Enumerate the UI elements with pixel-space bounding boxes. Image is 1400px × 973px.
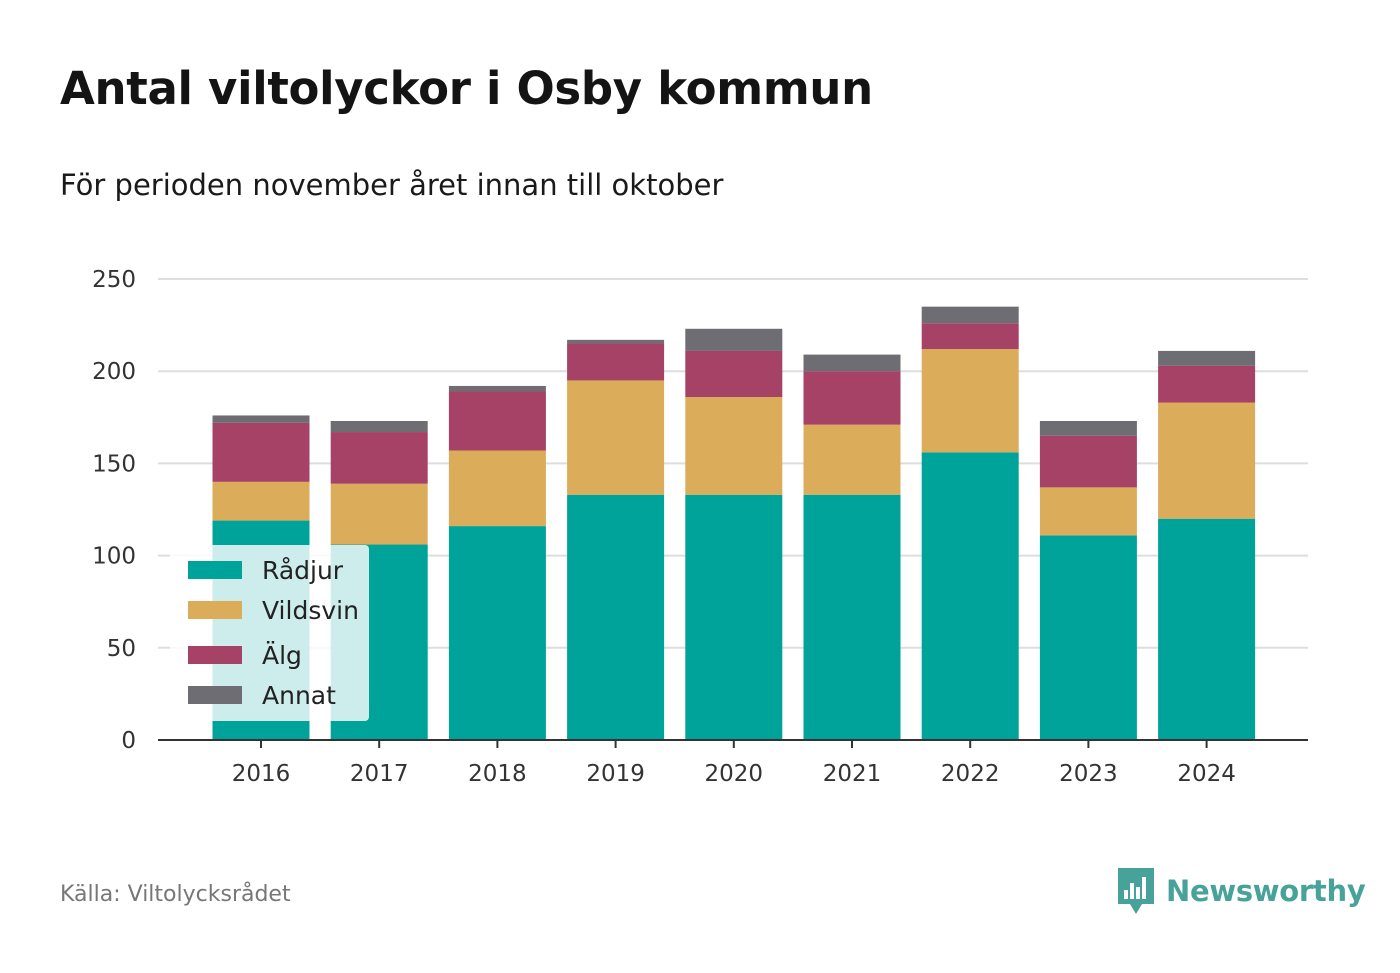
x-tick-label: 2020 xyxy=(705,761,764,787)
bar-segment xyxy=(330,420,428,433)
x-tick-label: 2022 xyxy=(941,761,1000,787)
y-tick-label: 150 xyxy=(92,451,136,477)
y-tick-label: 0 xyxy=(121,728,136,754)
brand-name: Newsworthy xyxy=(1166,874,1366,908)
bar-segment xyxy=(685,328,783,351)
legend-label: Rådjur xyxy=(262,556,344,585)
bar-segment xyxy=(803,424,901,495)
bar-segment xyxy=(448,385,546,392)
legend-label: Älg xyxy=(262,641,302,670)
x-tick-label: 2016 xyxy=(232,761,291,787)
brand-logo: Newsworthy xyxy=(1118,868,1366,914)
x-tick-label: 2024 xyxy=(1177,761,1236,787)
bar-segment xyxy=(921,306,1019,324)
x-axis: 2016 2017 2018 2019 2020 2021 2022 2023 2024 xyxy=(158,739,1308,787)
bar-segment xyxy=(1158,518,1256,740)
bar-segment xyxy=(567,380,665,495)
bar-segment xyxy=(567,339,665,344)
legend-swatch xyxy=(188,601,242,619)
bar-segment xyxy=(1039,435,1137,488)
bar-segment xyxy=(567,494,665,740)
x-tick-label: 2023 xyxy=(1059,761,1118,787)
bar-segment xyxy=(685,397,783,495)
bar-segment xyxy=(685,494,783,740)
legend: Rådjur Vildsvin Älg Annat xyxy=(170,545,369,721)
chart-title: Antal viltolyckor i Osby kommun xyxy=(60,62,873,115)
bar-segment xyxy=(448,391,546,451)
x-tick-label: 2017 xyxy=(350,761,409,787)
bar-segment xyxy=(1039,535,1137,740)
x-tick-label: 2019 xyxy=(586,761,645,787)
bar-segment xyxy=(921,452,1019,740)
newsworthy-logo-icon xyxy=(1118,868,1154,914)
bar-segment xyxy=(330,432,428,484)
bar-segment xyxy=(1039,420,1137,436)
source-note: Källa: Viltolycksrådet xyxy=(60,882,291,907)
legend-swatch xyxy=(188,646,242,664)
legend-swatch xyxy=(188,686,242,704)
y-tick-label: 50 xyxy=(107,636,136,662)
bar-segment xyxy=(803,371,901,425)
legend-label: Annat xyxy=(262,681,336,710)
bar-segment xyxy=(212,415,310,423)
legend-box xyxy=(170,545,369,721)
bar-segment xyxy=(448,526,546,740)
y-tick-label: 100 xyxy=(92,544,136,570)
bar-segment xyxy=(1158,365,1256,403)
y-axis-labels: 0 50 100 150 200 250 xyxy=(92,267,136,754)
bar-segment xyxy=(1039,487,1137,536)
bar-segment xyxy=(212,422,310,482)
bar-segment xyxy=(448,450,546,527)
legend-label: Vildsvin xyxy=(262,596,359,625)
x-tick-label: 2018 xyxy=(468,761,527,787)
bar-segment xyxy=(330,483,428,545)
bar-segment xyxy=(1158,350,1256,366)
bar-segment xyxy=(921,349,1019,453)
x-tick-label: 2021 xyxy=(823,761,882,787)
bar-segment xyxy=(1158,402,1256,519)
y-tick-label: 200 xyxy=(92,359,136,385)
bar-segment xyxy=(685,350,783,398)
bar-segment xyxy=(803,494,901,740)
bar-segment xyxy=(921,323,1019,350)
bar-segment xyxy=(803,354,901,372)
legend-swatch xyxy=(188,561,242,579)
bar-segment xyxy=(567,343,665,381)
y-tick-label: 250 xyxy=(92,267,136,293)
chart-subtitle: För perioden november året innan till ok… xyxy=(60,168,724,202)
bar-segment xyxy=(212,481,310,521)
